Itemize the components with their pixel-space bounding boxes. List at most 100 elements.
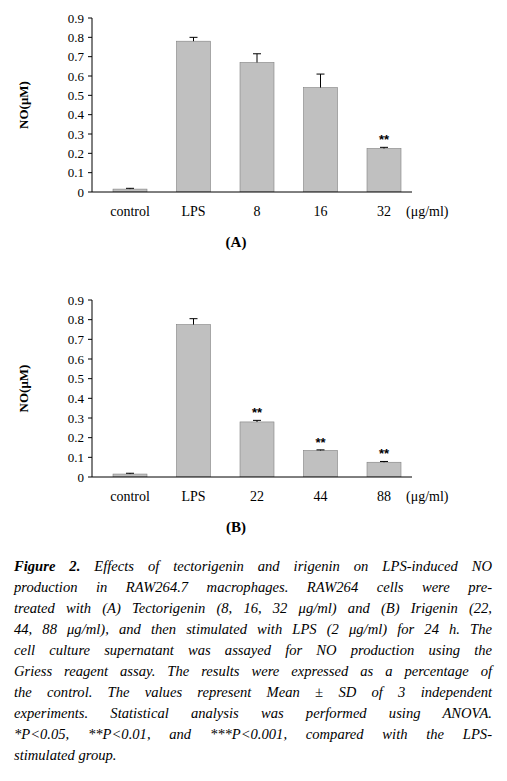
y-tick	[88, 18, 92, 19]
chart-panel: ** ** ** 0 0.1 0.2 0.3 0.4 0.5 0.6 0.7 0.8 0.9 contro…	[16, 293, 449, 537]
significance-label: **	[379, 446, 390, 461]
error-bar	[317, 74, 325, 88]
y-tick-label: 0.5	[68, 371, 84, 386]
caption-line: 44, 88 μg/ml), and then stimulated with …	[14, 619, 492, 640]
y-tick	[88, 339, 92, 340]
y-tick-label: 0.6	[68, 69, 85, 84]
bar	[304, 88, 338, 192]
caption-text: treated with (A) Tectorigenin (8, 16, 32…	[14, 600, 492, 616]
y-tick-label: 0.7	[68, 49, 85, 64]
y-tick	[88, 114, 92, 115]
y-tick-label: 0.6	[68, 352, 85, 367]
bar	[240, 62, 274, 192]
bar	[367, 149, 401, 193]
x-axis	[92, 192, 412, 193]
panel-label: (B)	[226, 519, 246, 536]
x-tick-label: control	[110, 489, 150, 504]
caption-line: Griess reagent assay. The results were e…	[14, 661, 492, 682]
y-tick	[88, 319, 92, 320]
error-bar	[253, 420, 261, 422]
bar	[177, 41, 211, 192]
y-tick	[88, 56, 92, 57]
x-unit: (μg/ml)	[406, 489, 449, 505]
x-tick-label: 16	[314, 204, 328, 219]
significance-label: **	[252, 405, 263, 420]
y-tick-label: 0.2	[68, 146, 84, 161]
x-tick-label: control	[110, 204, 150, 219]
caption-text: production in RAW264.7 macrophages. RAW2…	[14, 579, 492, 595]
y-tick-label: 0	[78, 470, 85, 485]
caption-line: stimulated group.	[14, 745, 492, 766]
x-tick-label: 32	[377, 204, 391, 219]
marks	[113, 37, 401, 192]
caption-line: Figure 2. Effects of tectorigenin and ir…	[14, 556, 492, 577]
caption-text: experiments. Statistical analysis was pe…	[14, 705, 492, 721]
error-bar	[190, 319, 198, 325]
caption-line: the control. The values represent Mean ±…	[14, 682, 492, 703]
y-tick	[88, 378, 92, 379]
x-tick-label: 22	[250, 489, 264, 504]
error-bar	[126, 188, 134, 190]
caption-text: Effects of tectorigenin and irigenin on …	[94, 558, 492, 574]
y-tick-label: 0.4	[68, 107, 85, 122]
y-axis	[92, 18, 93, 192]
error-bar	[253, 54, 261, 63]
caption-line: experiments. Statistical analysis was pe…	[14, 703, 492, 724]
significance-label: **	[379, 132, 390, 147]
marks	[113, 319, 401, 477]
y-tick	[88, 153, 92, 154]
caption-line: production in RAW264.7 macrophages. RAW2…	[14, 577, 492, 598]
caption-label: Figure 2.	[14, 558, 80, 574]
caption-text: the control. The values represent Mean ±…	[14, 684, 492, 700]
x-tick-label: 44	[314, 489, 328, 504]
chart-panel: **00.10.20.30.40.50.60.70.80.9controlLPS…	[16, 11, 449, 252]
caption-line: treated with (A) Tectorigenin (8, 16, 32…	[14, 598, 492, 619]
y-tick	[88, 76, 92, 77]
y-tick	[88, 457, 92, 458]
y-tick-label: 0.8	[68, 312, 84, 327]
x-tick-label: 8	[254, 204, 261, 219]
y-tick	[88, 192, 92, 193]
significance-label: **	[315, 435, 326, 450]
x-unit: (μg/ml)	[406, 204, 449, 220]
error-bar	[190, 37, 198, 41]
y-tick	[88, 300, 92, 301]
y-axis	[92, 300, 93, 477]
y-tick	[88, 437, 92, 438]
y-tick-label: 0.8	[68, 30, 84, 45]
panel-label: (A)	[226, 234, 247, 251]
y-tick-label: 0.1	[68, 165, 84, 180]
caption-text: 44, 88 μg/ml), and then stimulated with …	[14, 621, 492, 637]
error-bar	[126, 473, 134, 475]
bar	[304, 450, 338, 477]
y-tick	[88, 172, 92, 173]
bar	[177, 325, 211, 477]
error-bar	[380, 147, 388, 148]
y-tick	[88, 134, 92, 135]
x-tick-label: 88	[377, 489, 391, 504]
x-axis	[92, 477, 412, 478]
caption-text: stimulated group.	[14, 747, 116, 763]
y-axis-title: NO(μM)	[16, 365, 31, 413]
x-tick-label: LPS	[181, 204, 205, 219]
y-tick-label: 0.4	[68, 391, 85, 406]
caption-line: cell culture supernatant was assayed for…	[14, 640, 492, 661]
x-tick-label: LPS	[181, 489, 205, 504]
y-tick	[88, 398, 92, 399]
y-tick	[88, 37, 92, 38]
y-tick	[88, 477, 92, 478]
y-tick	[88, 359, 92, 360]
y-tick-label: 0.1	[68, 450, 84, 465]
y-tick-label: 0	[78, 185, 85, 200]
caption-text: *P<0.05, **P<0.01, and ***P<0.001, compa…	[14, 726, 492, 742]
y-tick	[88, 95, 92, 96]
y-axis-title: NO(μM)	[16, 81, 31, 129]
caption: Figure 2. Effects of tectorigenin and ir…	[14, 556, 492, 766]
y-tick-label: 0.9	[68, 11, 84, 26]
y-tick-label: 0.2	[68, 430, 84, 445]
figure: ** 0 0.1 0.2 0.3 0.4 0.5 0.6 0.7 0.8 0.9 control LPS…	[0, 0, 507, 556]
y-tick-label: 0.9	[68, 293, 84, 308]
y-tick-label: 0.3	[68, 411, 84, 426]
y-tick-label: 0.7	[68, 332, 85, 347]
caption-text: Griess reagent assay. The results were e…	[14, 663, 492, 679]
